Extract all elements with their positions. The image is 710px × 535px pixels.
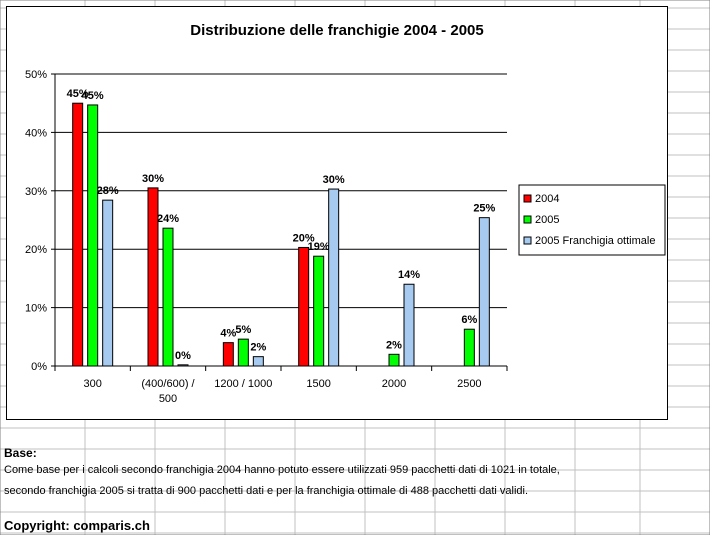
bar [177, 364, 189, 367]
chart-area[interactable]: Distribuzione delle franchigie 2004 - 20… [6, 6, 668, 420]
bar [102, 199, 114, 367]
bar [298, 246, 310, 367]
bar-chart: Distribuzione delle franchigie 2004 - 20… [25, 22, 666, 405]
data-label: 45% [82, 90, 104, 102]
legend-label: 2005 Franchigia ottimale [535, 235, 655, 247]
notes-line-1: Come base per i calcoli secondo franchig… [4, 464, 560, 476]
y-tick-label: 0% [31, 361, 47, 373]
y-tick-label: 20% [25, 244, 47, 256]
data-label: 14% [398, 269, 420, 281]
bar [162, 227, 174, 367]
x-tick-label: 1500 [306, 378, 330, 390]
notes-title: Base: [4, 446, 37, 460]
legend-box [518, 184, 666, 256]
chart-title: Distribuzione delle franchigie 2004 - 20… [190, 22, 483, 39]
bar [222, 342, 234, 367]
data-label: 6% [461, 314, 477, 326]
x-tick-label: 2500 [457, 378, 481, 390]
legend-swatch [523, 194, 532, 203]
x-tick-label: (400/600) /500 [141, 378, 195, 405]
legend-label: 2004 [535, 193, 559, 205]
data-label: 2% [250, 342, 266, 354]
y-tick-label: 50% [25, 69, 47, 81]
data-label: 5% [235, 324, 251, 336]
data-label: 4% [220, 328, 236, 340]
legend-label: 2005 [535, 214, 559, 226]
data-label: 19% [308, 241, 330, 253]
data-label: 30% [142, 173, 164, 185]
bar [237, 338, 249, 367]
data-label: 25% [473, 203, 495, 215]
data-label: 30% [323, 174, 345, 186]
legend-swatch [523, 236, 532, 245]
bar [328, 188, 340, 367]
y-tick-label: 40% [25, 127, 47, 139]
bar [87, 104, 99, 367]
bar [252, 356, 264, 367]
bar [463, 328, 475, 367]
x-tick-label: 2000 [382, 378, 406, 390]
notes-line-2: secondo franchigia 2005 si tratta di 900… [4, 485, 529, 497]
data-label: 28% [97, 185, 119, 197]
copyright-text: Copyright: comparis.ch [4, 518, 150, 533]
y-tick-label: 10% [25, 303, 47, 315]
bar [478, 217, 490, 367]
data-label: 0% [175, 350, 191, 362]
legend-swatch [523, 215, 532, 224]
bar [403, 283, 415, 367]
data-label: 24% [157, 213, 179, 225]
data-label: 2% [386, 339, 402, 351]
x-tick-label: 1200 / 1000 [214, 378, 272, 390]
bar [147, 187, 159, 367]
bar [313, 255, 325, 367]
data-label: 45% [67, 88, 89, 100]
bar [388, 353, 400, 367]
bar [72, 102, 84, 367]
x-tick-label: 300 [83, 378, 101, 390]
data-label: 20% [293, 232, 315, 244]
y-tick-label: 30% [25, 186, 47, 198]
